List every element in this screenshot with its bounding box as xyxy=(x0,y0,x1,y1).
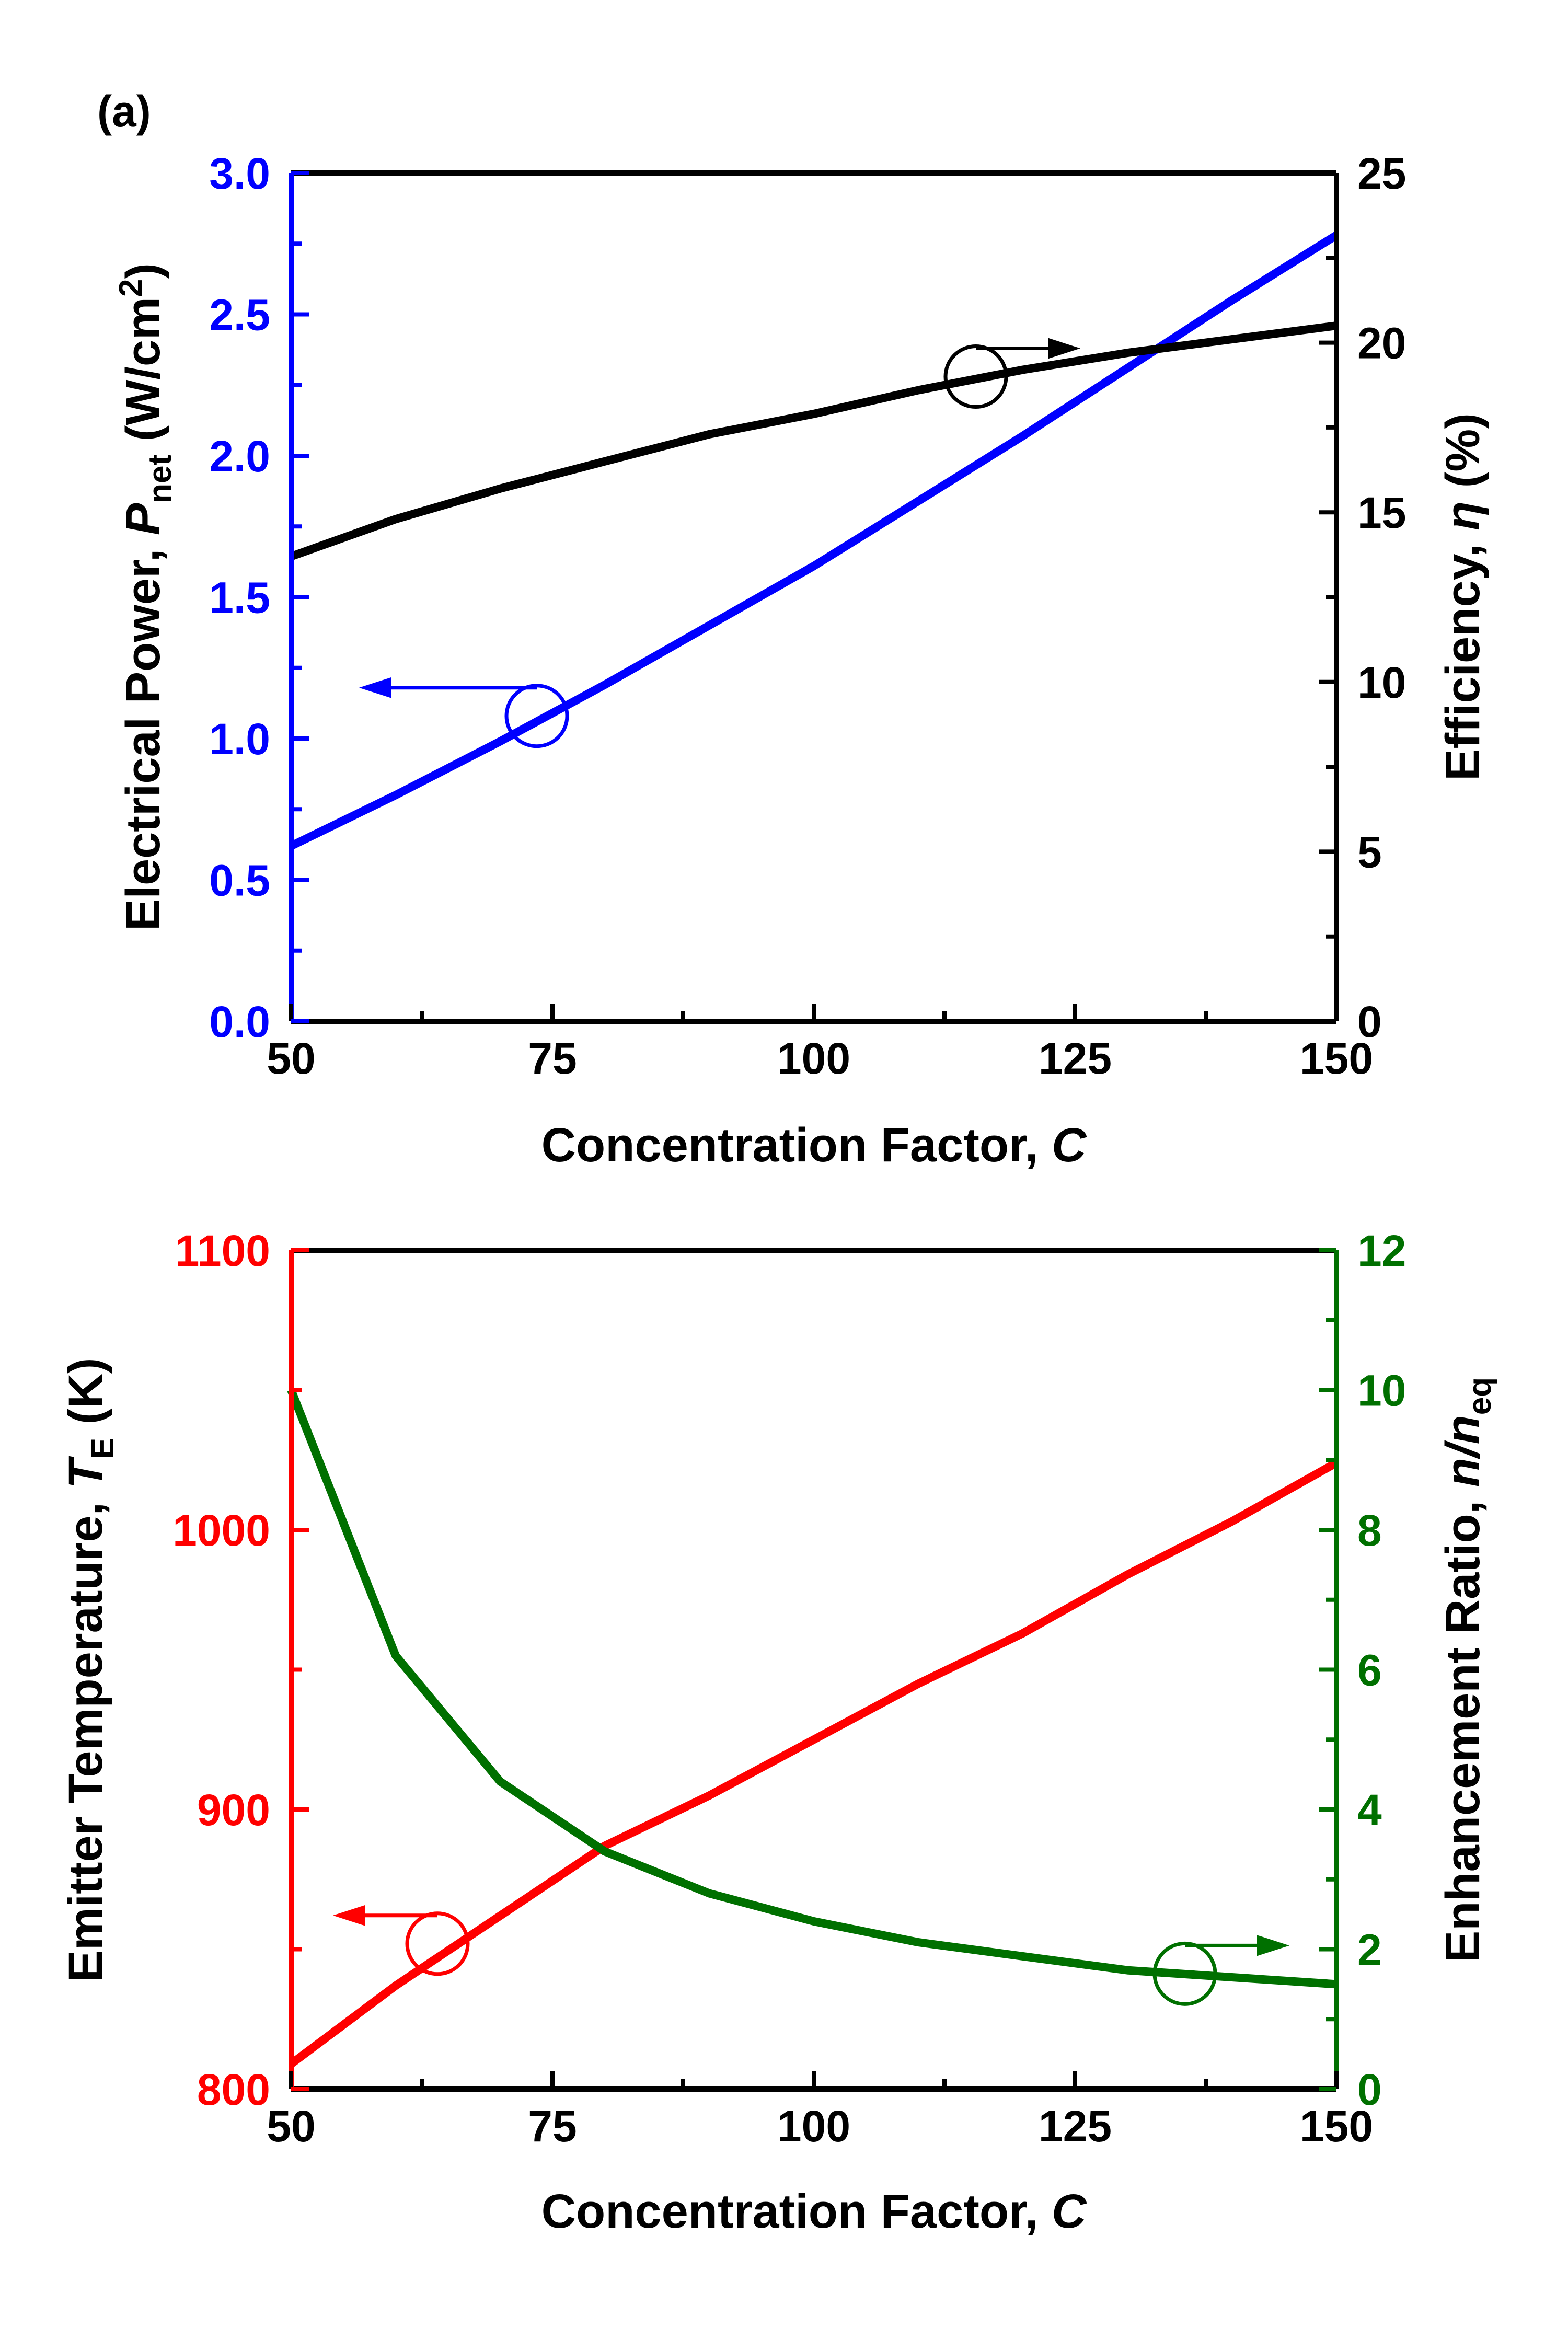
chart-panel-a: (a) 50 75 100 125 150 0.00.51.01.52.02.53.0 … xyxy=(97,87,1490,1172)
left-y-tick-label: 900 xyxy=(197,1785,270,1835)
right-y-tick-label: 2 xyxy=(1357,1926,1382,1975)
x-tick-label: 50 xyxy=(267,2102,315,2151)
marker-layer xyxy=(333,1905,1289,2006)
series-axis-marker-arrowhead xyxy=(1048,338,1080,359)
series-axis-marker-arrowhead xyxy=(359,677,391,698)
right-y-tick-label: 0 xyxy=(1357,2065,1382,2114)
series-line-electrical-power xyxy=(289,232,1339,850)
series-line-emitter-temperature xyxy=(289,1459,1339,2068)
right-y-tick-label: 10 xyxy=(1357,658,1406,707)
left-y-tick-label: 1100 xyxy=(175,1226,270,1275)
left-y-tick-group: 0.0 0.5 1.0 1.5 2.0 2.5 3.0 xyxy=(209,149,309,1046)
left-y-tick-label: 0.0 xyxy=(209,997,270,1046)
right-y-tick-group: 0 2 4 6 8 10 12 xyxy=(1319,1226,1406,2114)
series-line-efficiency xyxy=(290,321,1338,561)
x-tick-group: 50 75 100 125 150 xyxy=(267,1004,1373,1083)
series-line-enhancement-ratio xyxy=(287,1388,1337,1989)
left-y-tick-group: 800 900 1000 1100 xyxy=(172,1226,309,2114)
left-y-tick-label: 1000 xyxy=(172,1506,270,1555)
right-y-tick-label: 10 xyxy=(1357,1366,1406,1415)
x-tick-label: 50 xyxy=(267,1034,315,1083)
x-tick-label: 75 xyxy=(528,2102,577,2151)
marker-layer xyxy=(359,338,1080,748)
right-y-tick-label: 12 xyxy=(1357,1226,1406,1275)
left-y-tick-label: 1.5 xyxy=(209,573,270,622)
right-y-axis-title: Enhancement Ratio, n/neq xyxy=(1436,1377,1498,1963)
series-layer xyxy=(287,1388,1339,2068)
left-y-tick-label: 800 xyxy=(197,2065,270,2114)
right-y-tick-label: 0 xyxy=(1357,997,1382,1046)
right-y-tick-label: 5 xyxy=(1357,827,1382,877)
series-axis-marker-circle xyxy=(943,344,1008,409)
left-y-axis-title: Electrical Power, Pnet (W/cm2) xyxy=(113,263,178,931)
right-y-tick-label: 8 xyxy=(1357,1506,1382,1555)
left-y-tick-label: 0.5 xyxy=(209,856,270,905)
series-layer xyxy=(289,232,1339,850)
left-y-tick-label: 2.0 xyxy=(209,432,270,481)
x-tick-label: 100 xyxy=(777,2102,850,2151)
x-axis-title: Concentration Factor, C xyxy=(541,1119,1087,1172)
right-y-tick-label: 25 xyxy=(1357,149,1406,198)
x-tick-label: 125 xyxy=(1039,1034,1112,1083)
left-y-tick-label: 2.5 xyxy=(209,291,270,340)
x-tick-label: 150 xyxy=(1300,1034,1373,1083)
left-y-tick-label: 3.0 xyxy=(209,149,270,198)
chart-panel-b: 50 75 100 125 150 800 900 1000 1100 0 2 4 6 8 10 12 C… xyxy=(59,1226,1498,2238)
series-axis-marker-circle xyxy=(504,684,569,748)
x-tick-label: 150 xyxy=(1300,2102,1373,2151)
x-tick-group: 50 75 100 125 150 xyxy=(267,2071,1373,2151)
right-y-tick-label: 15 xyxy=(1357,488,1406,537)
right-y-tick-label: 6 xyxy=(1357,1646,1382,1695)
x-tick-label: 100 xyxy=(777,1034,850,1083)
panel-label: (a) xyxy=(97,87,151,136)
series-axis-marker-arrowhead xyxy=(333,1905,365,1926)
right-y-tick-label: 4 xyxy=(1357,1785,1382,1835)
left-y-tick-label: 1.0 xyxy=(209,714,270,764)
series-axis-marker-arrowhead xyxy=(1257,1935,1289,1956)
right-y-tick-label: 20 xyxy=(1357,319,1406,368)
right-y-axis-title: Efficiency, η (%) xyxy=(1436,413,1490,781)
x-tick-label: 75 xyxy=(528,1034,577,1083)
left-y-axis-title: Emitter Temperature, TE (K) xyxy=(59,1358,121,1982)
series-axis-marker-circle xyxy=(405,1911,470,1976)
x-axis-title: Concentration Factor, C xyxy=(541,2185,1087,2238)
right-y-tick-group: 0 5 10 15 20 25 xyxy=(1319,149,1406,1046)
x-tick-label: 125 xyxy=(1039,2102,1112,2151)
series-axis-marker-circle xyxy=(1152,1941,1217,2006)
